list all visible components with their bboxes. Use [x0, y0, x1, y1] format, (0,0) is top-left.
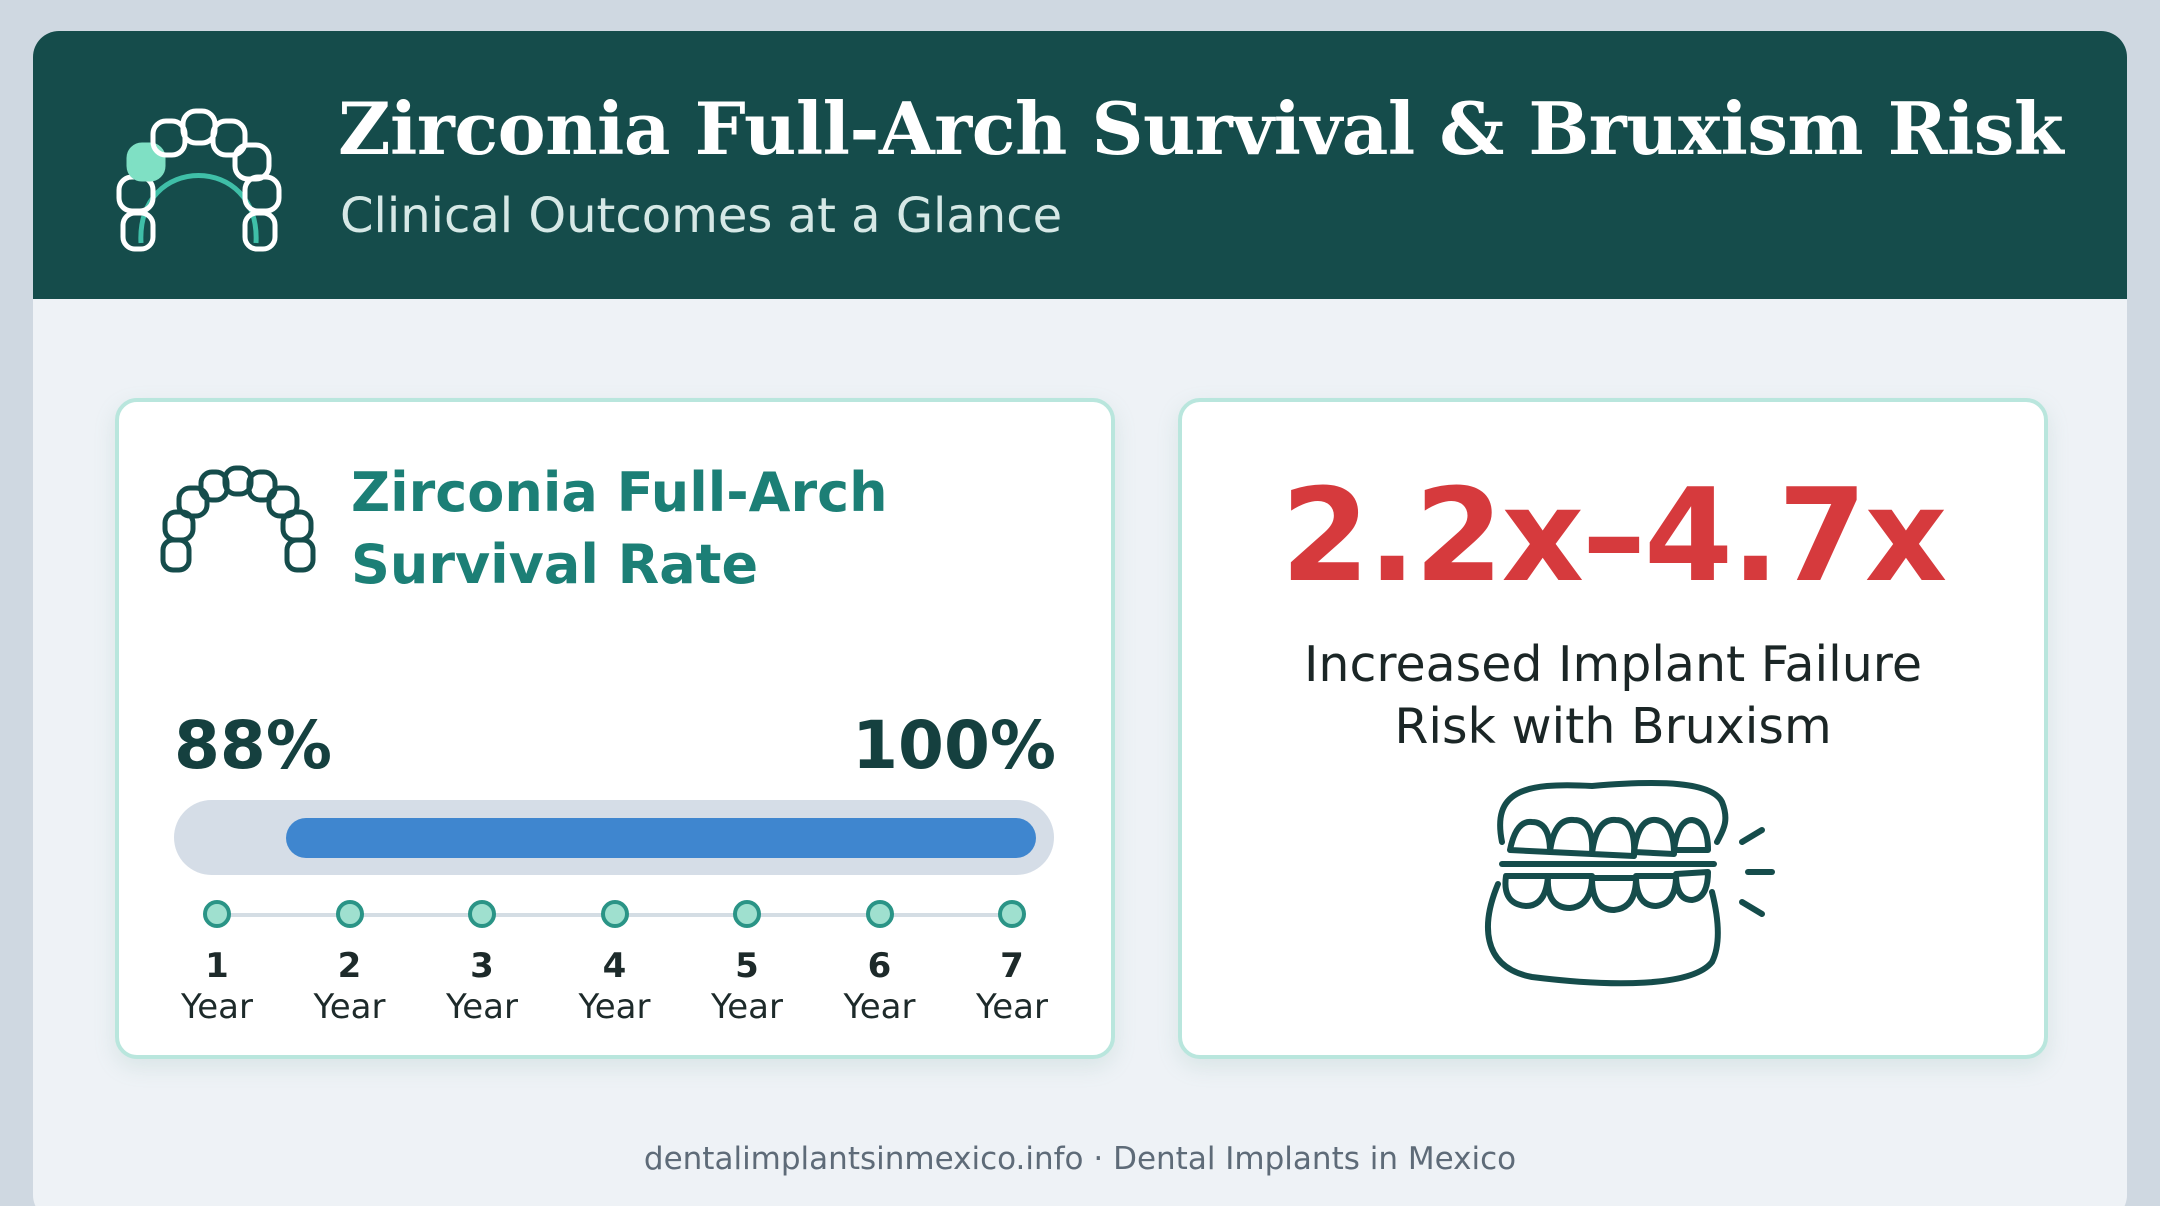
- survival-title-line1: Zirconia Full-Arch: [351, 461, 888, 524]
- timeline-year-label: Year: [181, 987, 253, 1027]
- infographic-frame: Zirconia Full-Arch Survival & Bruxism Ri…: [33, 31, 2127, 1206]
- page-subtitle: Clinical Outcomes at a Glance: [340, 188, 1063, 244]
- timeline-year-number: 7: [1000, 946, 1024, 986]
- header-banner: Zirconia Full-Arch Survival & Bruxism Ri…: [33, 31, 2127, 299]
- timeline-dot: [733, 900, 761, 928]
- timeline-year-number: 2: [337, 946, 362, 986]
- timeline-year-label: Year: [711, 987, 783, 1027]
- timeline-dot: [998, 900, 1026, 928]
- survival-range-bar: [174, 800, 1054, 875]
- survival-rate-card: Zirconia Full-Arch Survival Rate 88% 100…: [115, 398, 1115, 1059]
- risk-description: Increased Implant Failure Risk with Brux…: [1182, 634, 2044, 758]
- survival-title-line2: Survival Rate: [351, 533, 759, 596]
- timeline-year-label: Year: [578, 987, 651, 1027]
- timeline-item: 3 Year: [422, 900, 542, 1028]
- risk-desc-line2: Risk with Bruxism: [1394, 698, 1832, 755]
- timeline-item: 7 Year: [952, 900, 1072, 1028]
- timeline-year-number: 6: [867, 946, 892, 986]
- timeline-item: 5 Year: [687, 900, 807, 1028]
- timeline-item: 4 Year: [555, 900, 675, 1028]
- timeline-dot: [335, 900, 364, 928]
- dental-arch-icon: [160, 465, 316, 573]
- bruxism-risk-card: 2.2x–4.7x Increased Implant Failure Risk…: [1178, 398, 2048, 1059]
- timeline-dot: [468, 900, 496, 928]
- clenched-teeth-icon: [1485, 780, 1775, 987]
- timeline-dot: [203, 900, 231, 928]
- timeline-year-label: Year: [313, 987, 386, 1027]
- dental-arch-icon: [116, 108, 282, 252]
- risk-desc-line1: Increased Implant Failure: [1303, 636, 1923, 693]
- timeline-item: 2 Year: [290, 900, 410, 1028]
- survival-card-title: Zirconia Full-Arch Survival Rate: [351, 457, 1051, 601]
- timeline-dot: [600, 900, 629, 928]
- page-title: Zirconia Full-Arch Survival & Bruxism Ri…: [338, 86, 2064, 171]
- survival-high-value: 100%: [852, 707, 1056, 784]
- timeline-dot: [865, 900, 894, 928]
- timeline-year-number: 1: [205, 946, 229, 986]
- footer-credit: dentalimplantsinmexico.info · Dental Imp…: [643, 1141, 1517, 1177]
- timeline-year-label: Year: [976, 987, 1048, 1027]
- timeline-year-label: Year: [843, 987, 916, 1027]
- risk-multiplier-stat: 2.2x–4.7x: [1280, 462, 1948, 611]
- timeline-year-number: 5: [735, 946, 759, 986]
- timeline-year-number: 3: [470, 946, 494, 986]
- timeline-year-label: Year: [446, 987, 518, 1027]
- survival-range-fill: [286, 818, 1036, 858]
- survival-low-value: 88%: [174, 707, 332, 784]
- timeline-year-number: 4: [602, 946, 627, 986]
- timeline-item: 6 Year: [820, 900, 940, 1028]
- timeline-item: 1 Year: [157, 900, 277, 1028]
